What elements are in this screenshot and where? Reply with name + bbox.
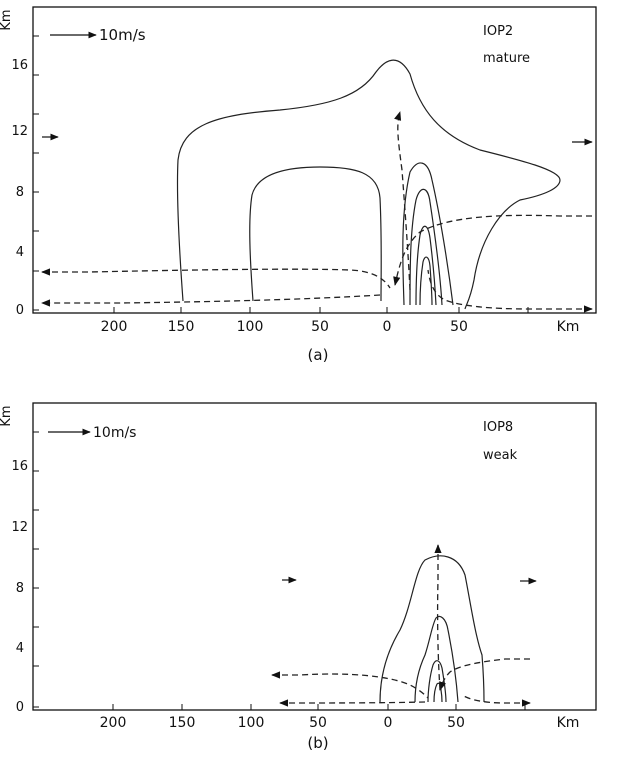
streamline-surface-right <box>461 694 531 707</box>
panel-b-frame <box>32 402 597 711</box>
y-tick-label: 16 <box>11 459 28 474</box>
panel-a-caption: (a) <box>308 346 329 364</box>
contour-inner-left <box>249 166 382 302</box>
streamline-low-inflow <box>271 671 429 699</box>
panel-a: 0 4 8 12 16 Km 200 150 100 50 0 50 Km 10… <box>0 6 597 364</box>
panel-b: 0 4 8 12 16 Km 200 150 100 50 0 50 Km 10… <box>0 402 597 752</box>
x-tick-label: 50 <box>447 715 465 731</box>
y-tick-label: 8 <box>16 581 24 596</box>
panel-b-caption: (b) <box>307 734 328 752</box>
contour-core-3 <box>415 225 437 306</box>
y-tick-label: 0 <box>16 303 24 318</box>
case-label: IOP2 <box>483 24 513 39</box>
contour-outer <box>379 555 485 703</box>
x-tick-label: 100 <box>238 715 265 731</box>
x-tick-label: 200 <box>100 715 127 731</box>
streamline-updraft <box>394 111 411 291</box>
y-axis-unit: Km <box>0 9 14 30</box>
contour-core-1 <box>402 162 454 306</box>
streamline-right-inflow <box>439 658 530 691</box>
streamline-outflow-left <box>279 699 426 707</box>
scale-label: 10m/s <box>93 425 136 441</box>
y-tick-label: 12 <box>11 520 28 535</box>
streamline-surface-right <box>427 269 593 313</box>
x-tick-label: 50 <box>450 319 468 335</box>
panel-b-y-axis: 0 4 8 12 16 Km <box>0 405 39 715</box>
y-axis-unit: Km <box>0 405 14 426</box>
x-tick-label: 150 <box>168 319 195 335</box>
y-tick-label: 12 <box>11 124 28 139</box>
contour-outer <box>176 59 561 310</box>
panel-a-y-axis: 0 4 8 12 16 Km <box>0 9 39 318</box>
y-tick-label: 4 <box>16 245 24 260</box>
x-tick-label: 100 <box>237 319 264 335</box>
contour-core-2 <box>409 188 443 306</box>
x-tick-label: 0 <box>383 319 392 335</box>
streamline-outflow-left <box>41 294 381 307</box>
x-axis-unit: Km <box>557 319 580 335</box>
contour-core <box>433 682 443 703</box>
contour-core-4 <box>419 256 433 306</box>
streamline-low-inflow <box>41 268 391 289</box>
stage-label: weak <box>483 448 518 463</box>
stage-label: mature <box>483 51 530 66</box>
x-tick-label: 0 <box>384 715 393 731</box>
scale-label: 10m/s <box>99 26 146 44</box>
case-label: IOP8 <box>483 420 513 435</box>
contour-mid <box>414 615 459 703</box>
x-tick-label: 50 <box>311 319 329 335</box>
y-tick-label: 0 <box>16 700 24 715</box>
y-tick-label: 8 <box>16 185 24 200</box>
panel-a-x-axis: 200 150 100 50 0 50 Km <box>101 307 580 335</box>
x-tick-label: 150 <box>169 715 196 731</box>
x-tick-label: 50 <box>309 715 327 731</box>
x-tick-label: 200 <box>101 319 128 335</box>
panel-a-frame <box>32 6 597 314</box>
x-axis-unit: Km <box>557 715 580 731</box>
panel-b-x-axis: 200 150 100 50 0 50 Km <box>100 704 580 731</box>
y-tick-label: 4 <box>16 641 24 656</box>
streamline-right-inflow <box>393 214 592 286</box>
streamline-updraft <box>434 544 442 691</box>
y-tick-label: 16 <box>11 58 28 73</box>
